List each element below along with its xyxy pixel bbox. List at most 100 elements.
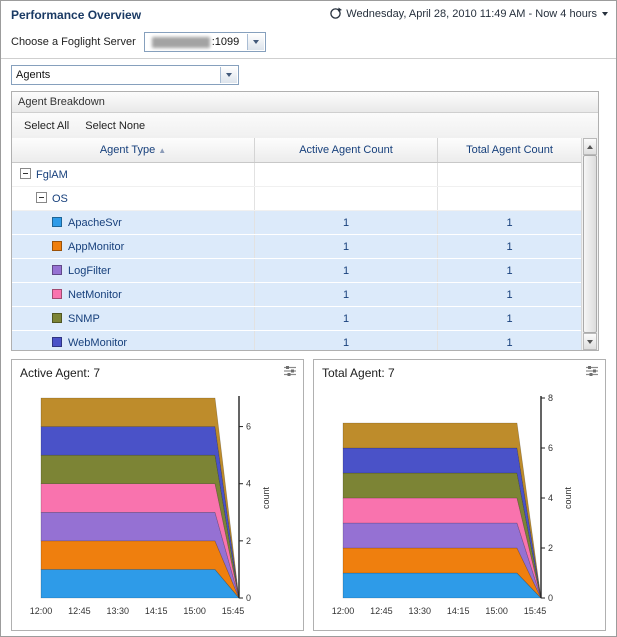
svg-text:8: 8 — [548, 393, 553, 403]
select-none-button[interactable]: Select None — [85, 119, 146, 132]
svg-text:12:00: 12:00 — [332, 606, 355, 616]
total-agent-count-cell: 1 — [437, 210, 581, 235]
svg-text:15:45: 15:45 — [524, 606, 547, 616]
view-selector-value: Agents — [16, 69, 51, 81]
agent-type-label: NetMonitor — [68, 288, 122, 301]
total-agent-count-cell: 1 — [437, 258, 581, 283]
server-combo-dropdown-button[interactable] — [246, 34, 264, 50]
arrow-down-icon — [587, 339, 593, 344]
svg-text:12:00: 12:00 — [30, 606, 53, 616]
table-header-row: Agent Type ▲ Active Agent Count Total Age… — [12, 138, 581, 163]
column-header-agent-type[interactable]: Agent Type ▲ — [12, 138, 255, 163]
svg-text:15:45: 15:45 — [222, 606, 245, 616]
agent-color-swatch — [52, 288, 62, 299]
agent-color-swatch — [52, 264, 62, 275]
table-row[interactable]: OS — [12, 186, 581, 211]
total-agent-count-cell: 1 — [437, 306, 581, 331]
chart-customizer-icon[interactable] — [585, 365, 599, 380]
chevron-down-icon — [226, 73, 232, 77]
total-agent-count-cell — [437, 186, 581, 211]
table-scrollbar[interactable] — [581, 138, 598, 350]
active-agent-chart[interactable]: 0 2 4 6 count 12:00 12:45 13:30 14:15 15:00 15:45 — [17, 388, 299, 629]
active-agent-count-cell — [254, 162, 438, 187]
table-row[interactable]: NetMonitor 1 1 — [12, 282, 581, 307]
total-agent-chart[interactable]: 0 2 4 6 8 count 12:00 12:45 13:30 14:15 15:00 15:45 — [319, 388, 601, 629]
server-combo[interactable]: :1099 — [143, 32, 266, 52]
svg-text:13:30: 13:30 — [107, 606, 130, 616]
header-separator — [1, 58, 616, 59]
agent-type-label: AppMonitor — [68, 240, 125, 253]
active-agent-count-cell: 1 — [254, 258, 438, 283]
server-picker-row: Choose a Foglight Server :1099 — [11, 32, 266, 52]
total-agent-count-cell: 1 — [437, 234, 581, 259]
scrollbar-down-button[interactable] — [583, 333, 597, 350]
server-picker-label: Choose a Foglight Server — [11, 36, 136, 48]
active-agent-count-cell: 1 — [254, 306, 438, 331]
svg-text:15:00: 15:00 — [183, 606, 206, 616]
agent-color-swatch — [52, 240, 62, 251]
table-row[interactable]: WebMonitor 1 1 — [12, 330, 581, 350]
active-agent-count-cell: 1 — [254, 210, 438, 235]
agent-breakdown-panel: Agent Breakdown Select All Select None A… — [11, 91, 599, 351]
svg-text:6: 6 — [246, 422, 251, 432]
view-selector-dropdown-button[interactable] — [220, 67, 237, 83]
column-header-active-count[interactable]: Active Agent Count — [254, 138, 438, 163]
agent-type-label: SNMP — [68, 312, 100, 325]
agent-color-swatch — [52, 312, 62, 323]
table-row[interactable]: AppMonitor 1 1 — [12, 234, 581, 259]
active-agent-count-cell — [254, 186, 438, 211]
total-agent-count-cell: 1 — [437, 282, 581, 307]
agent-type-label: OS — [52, 193, 68, 205]
svg-text:13:30: 13:30 — [409, 606, 432, 616]
agent-type-label: FglAM — [36, 169, 68, 181]
agent-type-label: ApacheSvr — [68, 216, 122, 229]
server-port-text: :1099 — [211, 36, 240, 48]
tree-collapse-icon[interactable] — [20, 168, 31, 179]
svg-text:15:00: 15:00 — [485, 606, 508, 616]
scrollbar-up-button[interactable] — [583, 138, 597, 155]
svg-text:count: count — [563, 486, 573, 509]
svg-text:2: 2 — [246, 536, 251, 546]
active-agent-chart-title: Active Agent: 7 — [20, 366, 101, 380]
svg-text:2: 2 — [548, 543, 553, 553]
active-agent-chart-panel: Active Agent: 7 0 2 4 6 count 12:00 12:45 13:30… — [11, 359, 304, 631]
svg-text:4: 4 — [246, 479, 251, 489]
page-title: Performance Overview — [11, 8, 142, 22]
agent-type-label: WebMonitor — [68, 336, 128, 349]
time-range-icon — [329, 7, 343, 20]
tree-collapse-icon[interactable] — [36, 192, 47, 203]
agent-color-swatch — [52, 336, 62, 347]
total-agent-count-cell: 1 — [437, 330, 581, 350]
table-row[interactable]: LogFilter 1 1 — [12, 258, 581, 283]
time-range-caret-icon — [602, 11, 608, 16]
svg-text:count: count — [261, 486, 271, 509]
total-agent-chart-panel: Total Agent: 7 0 2 4 6 8 count 12:00 12:45 13:30… — [313, 359, 606, 631]
svg-text:14:15: 14:15 — [145, 606, 168, 616]
view-selector-combo[interactable]: Agents — [11, 65, 239, 85]
table-row[interactable]: SNMP 1 1 — [12, 306, 581, 331]
time-range-selector[interactable]: Wednesday, April 28, 2010 11:49 AM - Now… — [329, 7, 608, 20]
server-masked-address — [151, 36, 210, 48]
svg-text:12:45: 12:45 — [68, 606, 91, 616]
table-row[interactable]: ApacheSvr 1 1 — [12, 210, 581, 235]
scrollbar-thumb[interactable] — [583, 155, 597, 333]
svg-text:14:15: 14:15 — [447, 606, 470, 616]
active-agent-count-cell: 1 — [254, 330, 438, 350]
select-all-button[interactable]: Select All — [24, 119, 70, 132]
chart-customizer-icon[interactable] — [283, 365, 297, 380]
active-agent-count-cell: 1 — [254, 234, 438, 259]
svg-text:6: 6 — [548, 443, 553, 453]
total-agent-count-cell — [437, 162, 581, 187]
active-agent-count-cell: 1 — [254, 282, 438, 307]
agent-table: Agent Type ▲ Active Agent Count Total Age… — [12, 138, 581, 350]
time-range-label: Wednesday, April 28, 2010 11:49 AM - Now… — [346, 7, 597, 20]
chevron-down-icon — [252, 40, 259, 44]
table-row[interactable]: FglAM — [12, 162, 581, 187]
agent-breakdown-title: Agent Breakdown — [12, 92, 598, 113]
agent-table-body: FglAM OS ApacheSvr 1 1 AppMonitor 1 1 LogFilter 1… — [12, 162, 581, 350]
total-agent-chart-title: Total Agent: 7 — [322, 366, 395, 380]
svg-text:4: 4 — [548, 493, 553, 503]
agent-color-swatch — [52, 216, 62, 227]
column-header-total-count[interactable]: Total Agent Count — [437, 138, 581, 163]
